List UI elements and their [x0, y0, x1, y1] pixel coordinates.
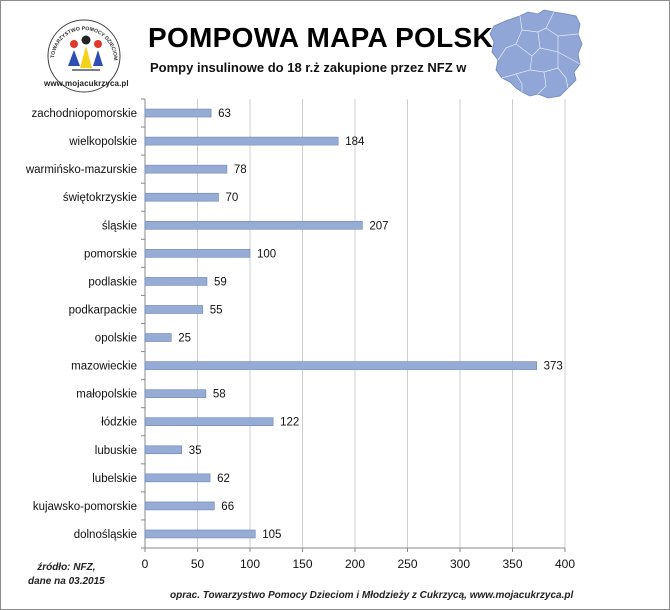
source-line-1: źródło: NFZ,	[37, 562, 96, 573]
bar	[144, 473, 211, 483]
chart-title: POMPOWA MAPA POLSKI	[148, 22, 502, 53]
poland-map	[489, 9, 583, 99]
x-tick-label: 100	[240, 557, 260, 571]
data-label: 35	[189, 445, 202, 457]
data-label: 122	[280, 417, 299, 429]
bar	[144, 136, 339, 146]
category-label: lubelskie	[92, 473, 137, 485]
bar	[144, 305, 204, 314]
x-tick-label: 50	[191, 557, 205, 571]
data-label: 78	[234, 164, 247, 176]
source-note: źródło: NFZ, dane na 03.2015	[28, 561, 105, 589]
data-label: 184	[345, 136, 365, 148]
bar	[144, 529, 256, 539]
bar	[144, 108, 212, 118]
bar	[144, 501, 215, 511]
category-label: świętokrzyskie	[63, 192, 137, 204]
category-label: wielkopolskie	[68, 136, 137, 148]
data-label: 59	[214, 276, 227, 288]
x-tick-label: 400	[555, 557, 575, 571]
data-label: 207	[369, 220, 388, 232]
bar	[144, 417, 274, 427]
category-label: kujawsko-pomorskie	[33, 501, 137, 513]
category-label: podkarpackie	[69, 304, 137, 316]
category-label: lubuskie	[95, 445, 137, 457]
category-label: zachodniopomorskie	[32, 108, 137, 120]
category-label: małopolskie	[76, 389, 137, 401]
bar	[144, 445, 183, 455]
category-label: opolskie	[95, 333, 137, 345]
bar	[144, 333, 172, 342]
bar	[144, 220, 363, 230]
category-label: dolnośląskie	[74, 529, 137, 541]
logo: TOWARZYSTWO POMOCY DZIECIOM I MŁODZIEŻY …	[42, 16, 121, 93]
category-label: śląskie	[102, 220, 137, 232]
category-label: mazowieckie	[71, 361, 137, 373]
x-tick-label: 0	[142, 557, 149, 571]
data-label: 63	[218, 108, 231, 120]
x-tick-label: 150	[292, 557, 312, 571]
data-label: 55	[210, 304, 223, 316]
source-line-2: dane na 03.2015	[28, 576, 105, 587]
data-label: 100	[257, 248, 276, 260]
chart-subtitle: Pompy insulinowe do 18 r.ż zakupione prz…	[150, 60, 467, 75]
credit-line: oprac. Towarzystwo Pomocy Dzieciom i Mło…	[170, 590, 574, 601]
bar	[144, 277, 208, 286]
x-tick-label: 300	[450, 557, 470, 571]
x-tick-label: 200	[345, 557, 365, 571]
data-label: 70	[226, 192, 239, 204]
data-label: 25	[178, 333, 191, 345]
category-label: podlaskie	[88, 276, 137, 288]
bar	[144, 249, 251, 258]
data-label: 62	[217, 473, 230, 485]
data-label: 105	[262, 529, 281, 541]
data-label: 373	[544, 361, 563, 373]
x-tick-label: 250	[397, 557, 417, 571]
bar	[144, 361, 537, 370]
category-label: pomorskie	[84, 248, 137, 260]
data-label: 66	[221, 501, 234, 513]
data-label: 58	[213, 389, 226, 401]
category-label: warmińsko-mazurskie	[25, 164, 137, 176]
bar	[144, 389, 207, 398]
x-tick-label: 350	[502, 557, 522, 571]
poland-map-shape	[489, 9, 583, 99]
bar	[144, 192, 219, 202]
category-label: łódzkie	[101, 417, 137, 429]
bar	[144, 164, 228, 174]
logo-url: www.mojacukrzyca.pl	[44, 79, 129, 88]
